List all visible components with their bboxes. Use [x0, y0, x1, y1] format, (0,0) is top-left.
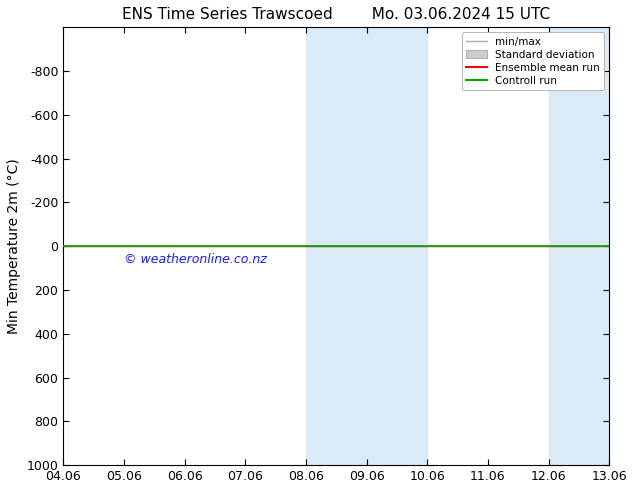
Bar — [366, 27, 427, 465]
Title: ENS Time Series Trawscoed        Mo. 03.06.2024 15 UTC: ENS Time Series Trawscoed Mo. 03.06.2024… — [122, 7, 550, 22]
Text: © weatheronline.co.nz: © weatheronline.co.nz — [124, 253, 267, 266]
Bar — [548, 27, 609, 465]
Bar — [306, 27, 366, 465]
Legend: min/max, Standard deviation, Ensemble mean run, Controll run: min/max, Standard deviation, Ensemble me… — [462, 32, 604, 90]
Y-axis label: Min Temperature 2m (°C): Min Temperature 2m (°C) — [7, 158, 21, 334]
